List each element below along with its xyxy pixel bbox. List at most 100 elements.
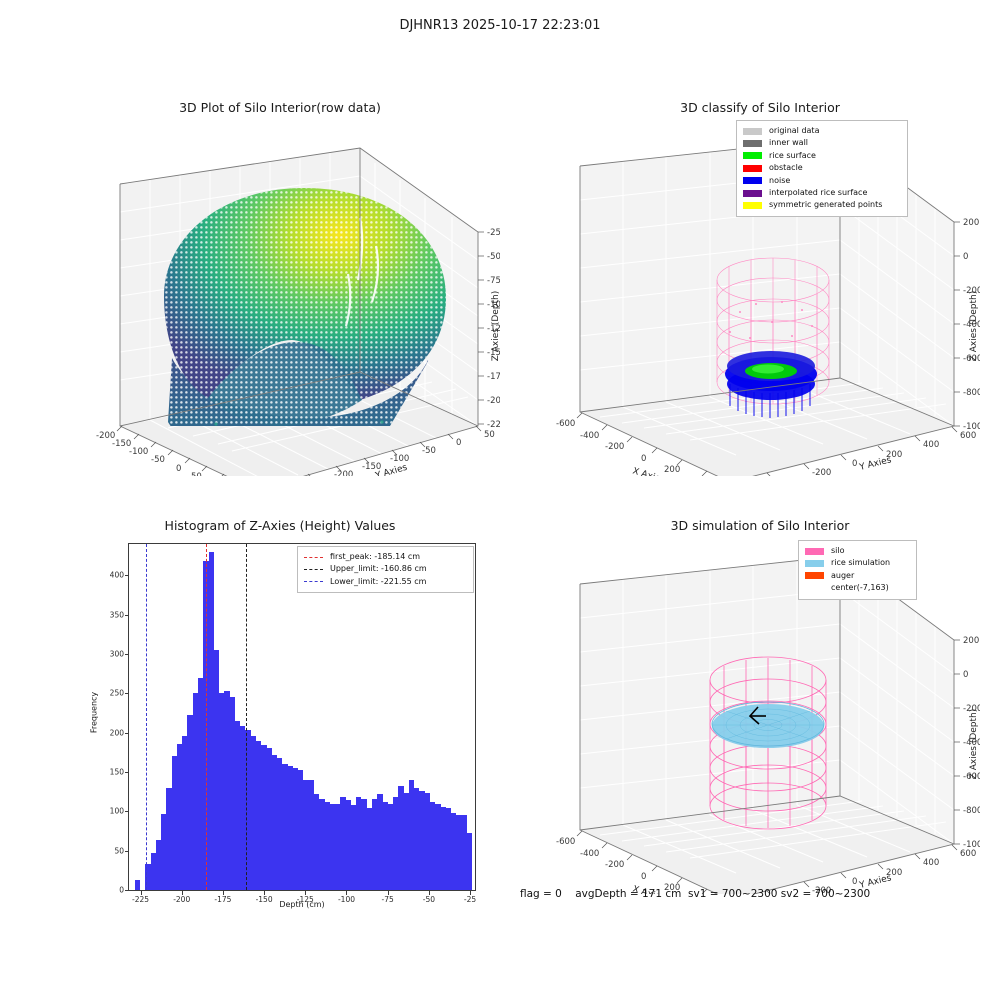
svg-text:200: 200 [886,450,902,460]
svg-text:-200: -200 [963,286,980,296]
histogram-bar [277,757,283,890]
svg-text:-1000: -1000 [963,840,980,850]
histogram-bar [372,798,378,890]
legend-swatch-obstacle [743,164,762,172]
figure-suptitle: DJHNR13 2025-10-17 22:23:01 [399,18,601,33]
svg-text:-100: -100 [487,300,500,310]
histogram-plot[interactable]: 0 50 100 150 200 250 300 350 400 -225 -200 -175 -15… [60,518,500,918]
histogram-bar [245,730,251,890]
histogram-bar [461,814,467,890]
legend-item: silo [805,545,910,557]
svg-text:50: 50 [484,430,495,440]
histogram-marker-Upper_limit [246,544,248,890]
svg-text:-50: -50 [151,455,165,465]
histogram-bar [198,677,204,890]
histogram-x-tick-mark [346,891,348,895]
histogram-bar [308,779,315,890]
histogram-bar [203,561,209,890]
histogram-x-tick-label: -100 [337,895,355,904]
histogram-bars [129,544,475,890]
simulation-3d-legend: silo rice simulation auger center(-7,163… [798,540,917,600]
legend-swatch-rice-surface [743,152,762,160]
histogram-x-tick-mark [428,891,430,895]
svg-text:-150: -150 [112,439,131,449]
legend-label: obstacle [769,163,803,173]
legend-label: noise [769,175,791,185]
classify-3d-z-ticks: 200 0 -200 -400 -600 -800 -1000 Z Axies … [954,218,980,432]
svg-text:-200: -200 [605,860,624,870]
histogram-bar [176,743,183,890]
histogram-bar [161,813,167,890]
classify-3d-legend: original data inner wall rice surface ob… [736,120,908,217]
legend-label: interpolated rice surface [769,187,868,197]
svg-text:-175: -175 [487,372,500,382]
raw-3d-y-ticks: 50 0 -50 -100 -150 -200 -250 -300 Y Axie… [307,425,495,476]
histogram-bar [314,794,320,890]
legend-label: first_peak: -185.14 cm [330,552,421,561]
simulation-3d-plot[interactable]: 200 0 -200 -400 -600 -800 -1000 Z Axies … [540,544,980,894]
legend-item: inner wall [743,137,901,149]
histogram-bar [182,735,188,890]
histogram-y-tick-label: 400 [109,570,124,580]
histogram-x-tick-mark [470,891,472,895]
histogram-bar [393,797,399,890]
histogram-y-tick-label: 250 [109,688,124,698]
histogram-bar [256,740,262,890]
legend-line-first-peak [304,556,323,558]
legend-item: auger [805,570,910,582]
classify-3d-y-axis-label: Y Axies [858,455,893,473]
legend-label: center(-7,163) [831,583,889,593]
histogram-bar [435,803,441,890]
svg-text:600: 600 [960,431,976,441]
legend-item: noise [743,175,901,187]
legend-item: first_peak: -185.14 cm [304,551,467,563]
histogram-x-axis-label: Depth (cm) [279,900,325,909]
simulation-3d-panes [580,556,954,894]
histogram-bar [430,801,436,890]
svg-text:600: 600 [960,849,976,859]
histogram-y-tick-label: 0 [119,885,124,895]
histogram-bar [155,840,162,890]
histogram-bar [466,833,473,890]
histogram-bar [229,697,235,890]
histogram-bar [356,797,362,890]
svg-text:200: 200 [664,883,680,893]
legend-swatch-inner-wall [743,140,762,148]
histogram-bar [340,797,346,890]
histogram-x-tick-mark [140,891,142,895]
svg-text:-125: -125 [487,324,500,334]
svg-text:-400: -400 [580,431,599,441]
legend-swatch-auger [805,572,824,580]
legend-label: rice surface [769,150,816,160]
legend-label: silo [831,546,845,555]
svg-text:0: 0 [852,459,857,469]
legend-swatch-original-data [743,127,762,135]
histogram-bar [382,801,388,890]
histogram-bar [261,744,267,890]
svg-text:-225: -225 [487,420,500,430]
svg-text:200: 200 [963,636,979,646]
histogram-bar [298,770,304,890]
legend-label: inner wall [769,138,809,148]
svg-text:-100: -100 [129,447,148,457]
histogram-x-tick-label: -125 [296,895,314,904]
svg-text:-600: -600 [556,837,575,847]
simulation-3d-title: 3D simulation of Silo Interior [670,518,850,533]
legend-item: rice simulation [805,557,910,569]
legend-item: rice surface [743,150,901,162]
legend-item: center(-7,163) [805,582,910,594]
svg-text:-1000: -1000 [963,422,980,432]
legend-label: symmetric generated points [769,200,883,210]
simulation-3d-x-ticks: -600 -400 -200 0 200 400 600 X Axies [556,830,708,894]
histogram-x-tick-mark [181,891,183,895]
svg-text:0: 0 [456,438,461,448]
svg-text:-400: -400 [963,738,980,748]
svg-text:-200: -200 [963,704,980,714]
histogram-bar [171,756,177,890]
legend-line-lower-limit [304,581,323,583]
histogram-bar [192,693,199,890]
raw-3d-plot[interactable]: -25 -50 -75 -100 -125 -150 -175 -200 -22… [60,126,500,476]
simulation-3d-auger-marker [748,706,766,725]
panel-classify-3d: 3D classify of Silo Interior [540,100,980,480]
raw-3d-z-axis-label: Z Axies (Depth) [491,291,500,362]
